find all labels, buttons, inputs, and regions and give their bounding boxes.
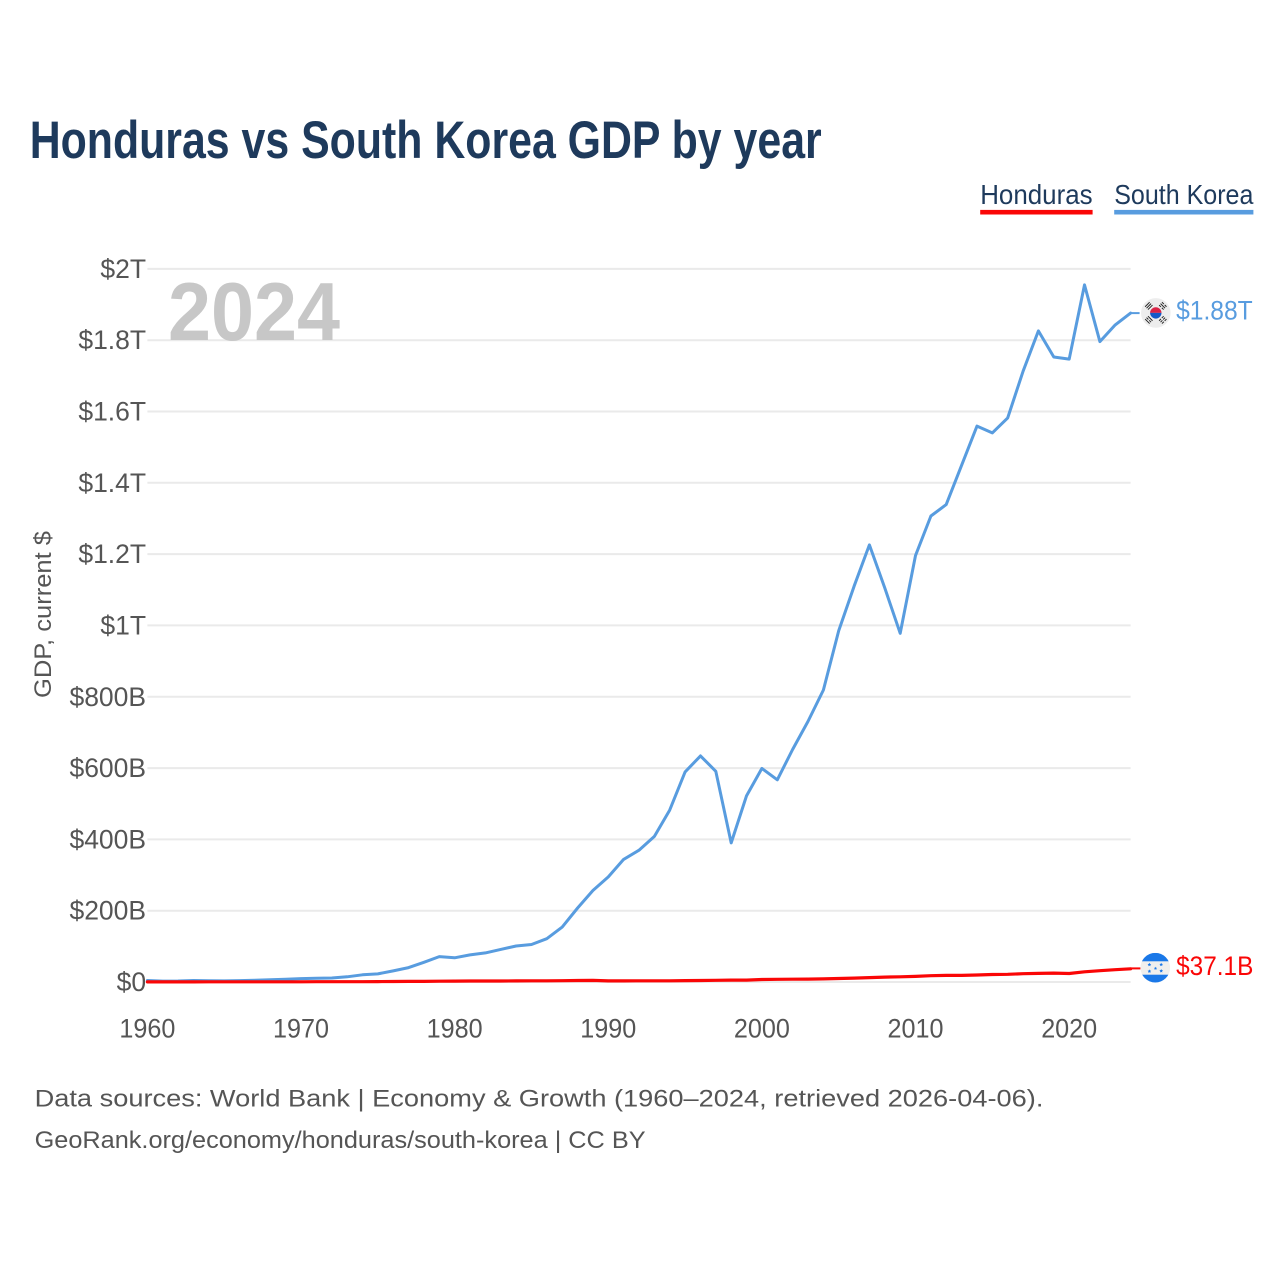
svg-text:$2T: $2T <box>100 254 146 284</box>
svg-text:$1.6T: $1.6T <box>78 397 146 427</box>
svg-text:GeoRank.org/economy/honduras/s: GeoRank.org/economy/honduras/south-korea… <box>35 1128 646 1154</box>
svg-text:2020: 2020 <box>1041 1013 1097 1043</box>
svg-text:$1.88T: $1.88T <box>1176 296 1253 326</box>
svg-text:$1.8T: $1.8T <box>78 325 146 355</box>
svg-text:$1.2T: $1.2T <box>78 539 146 569</box>
svg-text:2000: 2000 <box>734 1013 790 1043</box>
svg-text:$600B: $600B <box>69 753 146 783</box>
svg-text:$200B: $200B <box>69 896 146 926</box>
svg-text:Honduras: Honduras <box>980 179 1092 210</box>
svg-text:GDP, current $: GDP, current $ <box>30 531 57 698</box>
svg-text:Honduras vs South Korea GDP by: Honduras vs South Korea GDP by year <box>30 111 822 170</box>
svg-text:1990: 1990 <box>580 1013 636 1043</box>
svg-text:$800B: $800B <box>69 682 146 712</box>
svg-text:$1.4T: $1.4T <box>78 468 146 498</box>
svg-text:$37.1B: $37.1B <box>1176 951 1253 981</box>
svg-text:South Korea: South Korea <box>1114 179 1254 210</box>
svg-text:$400B: $400B <box>69 824 146 854</box>
svg-text:2024: 2024 <box>168 265 340 358</box>
svg-text:1970: 1970 <box>273 1013 329 1043</box>
svg-text:1960: 1960 <box>119 1013 175 1043</box>
svg-text:$1T: $1T <box>100 610 146 640</box>
svg-text:Data sources: World Bank | Eco: Data sources: World Bank | Economy & Gro… <box>35 1087 1044 1113</box>
svg-text:2010: 2010 <box>888 1013 944 1043</box>
svg-text:1980: 1980 <box>427 1013 483 1043</box>
svg-text:$0: $0 <box>117 967 146 997</box>
